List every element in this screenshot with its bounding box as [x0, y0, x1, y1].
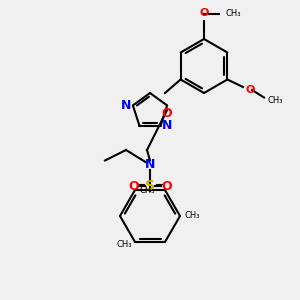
Text: CH₃: CH₃: [267, 96, 283, 105]
Text: O: O: [161, 179, 172, 193]
Text: O: O: [128, 179, 139, 193]
Text: N: N: [162, 119, 172, 132]
Text: CH₃: CH₃: [140, 185, 155, 194]
Text: S: S: [145, 179, 155, 193]
Text: N: N: [121, 99, 131, 112]
Text: O: O: [246, 85, 255, 95]
Text: CH₃: CH₃: [184, 212, 200, 220]
Text: O: O: [162, 107, 172, 120]
Text: CH₃: CH₃: [116, 241, 132, 250]
Text: CH₃: CH₃: [225, 9, 241, 18]
Text: N: N: [145, 158, 155, 172]
Text: O: O: [199, 8, 209, 18]
